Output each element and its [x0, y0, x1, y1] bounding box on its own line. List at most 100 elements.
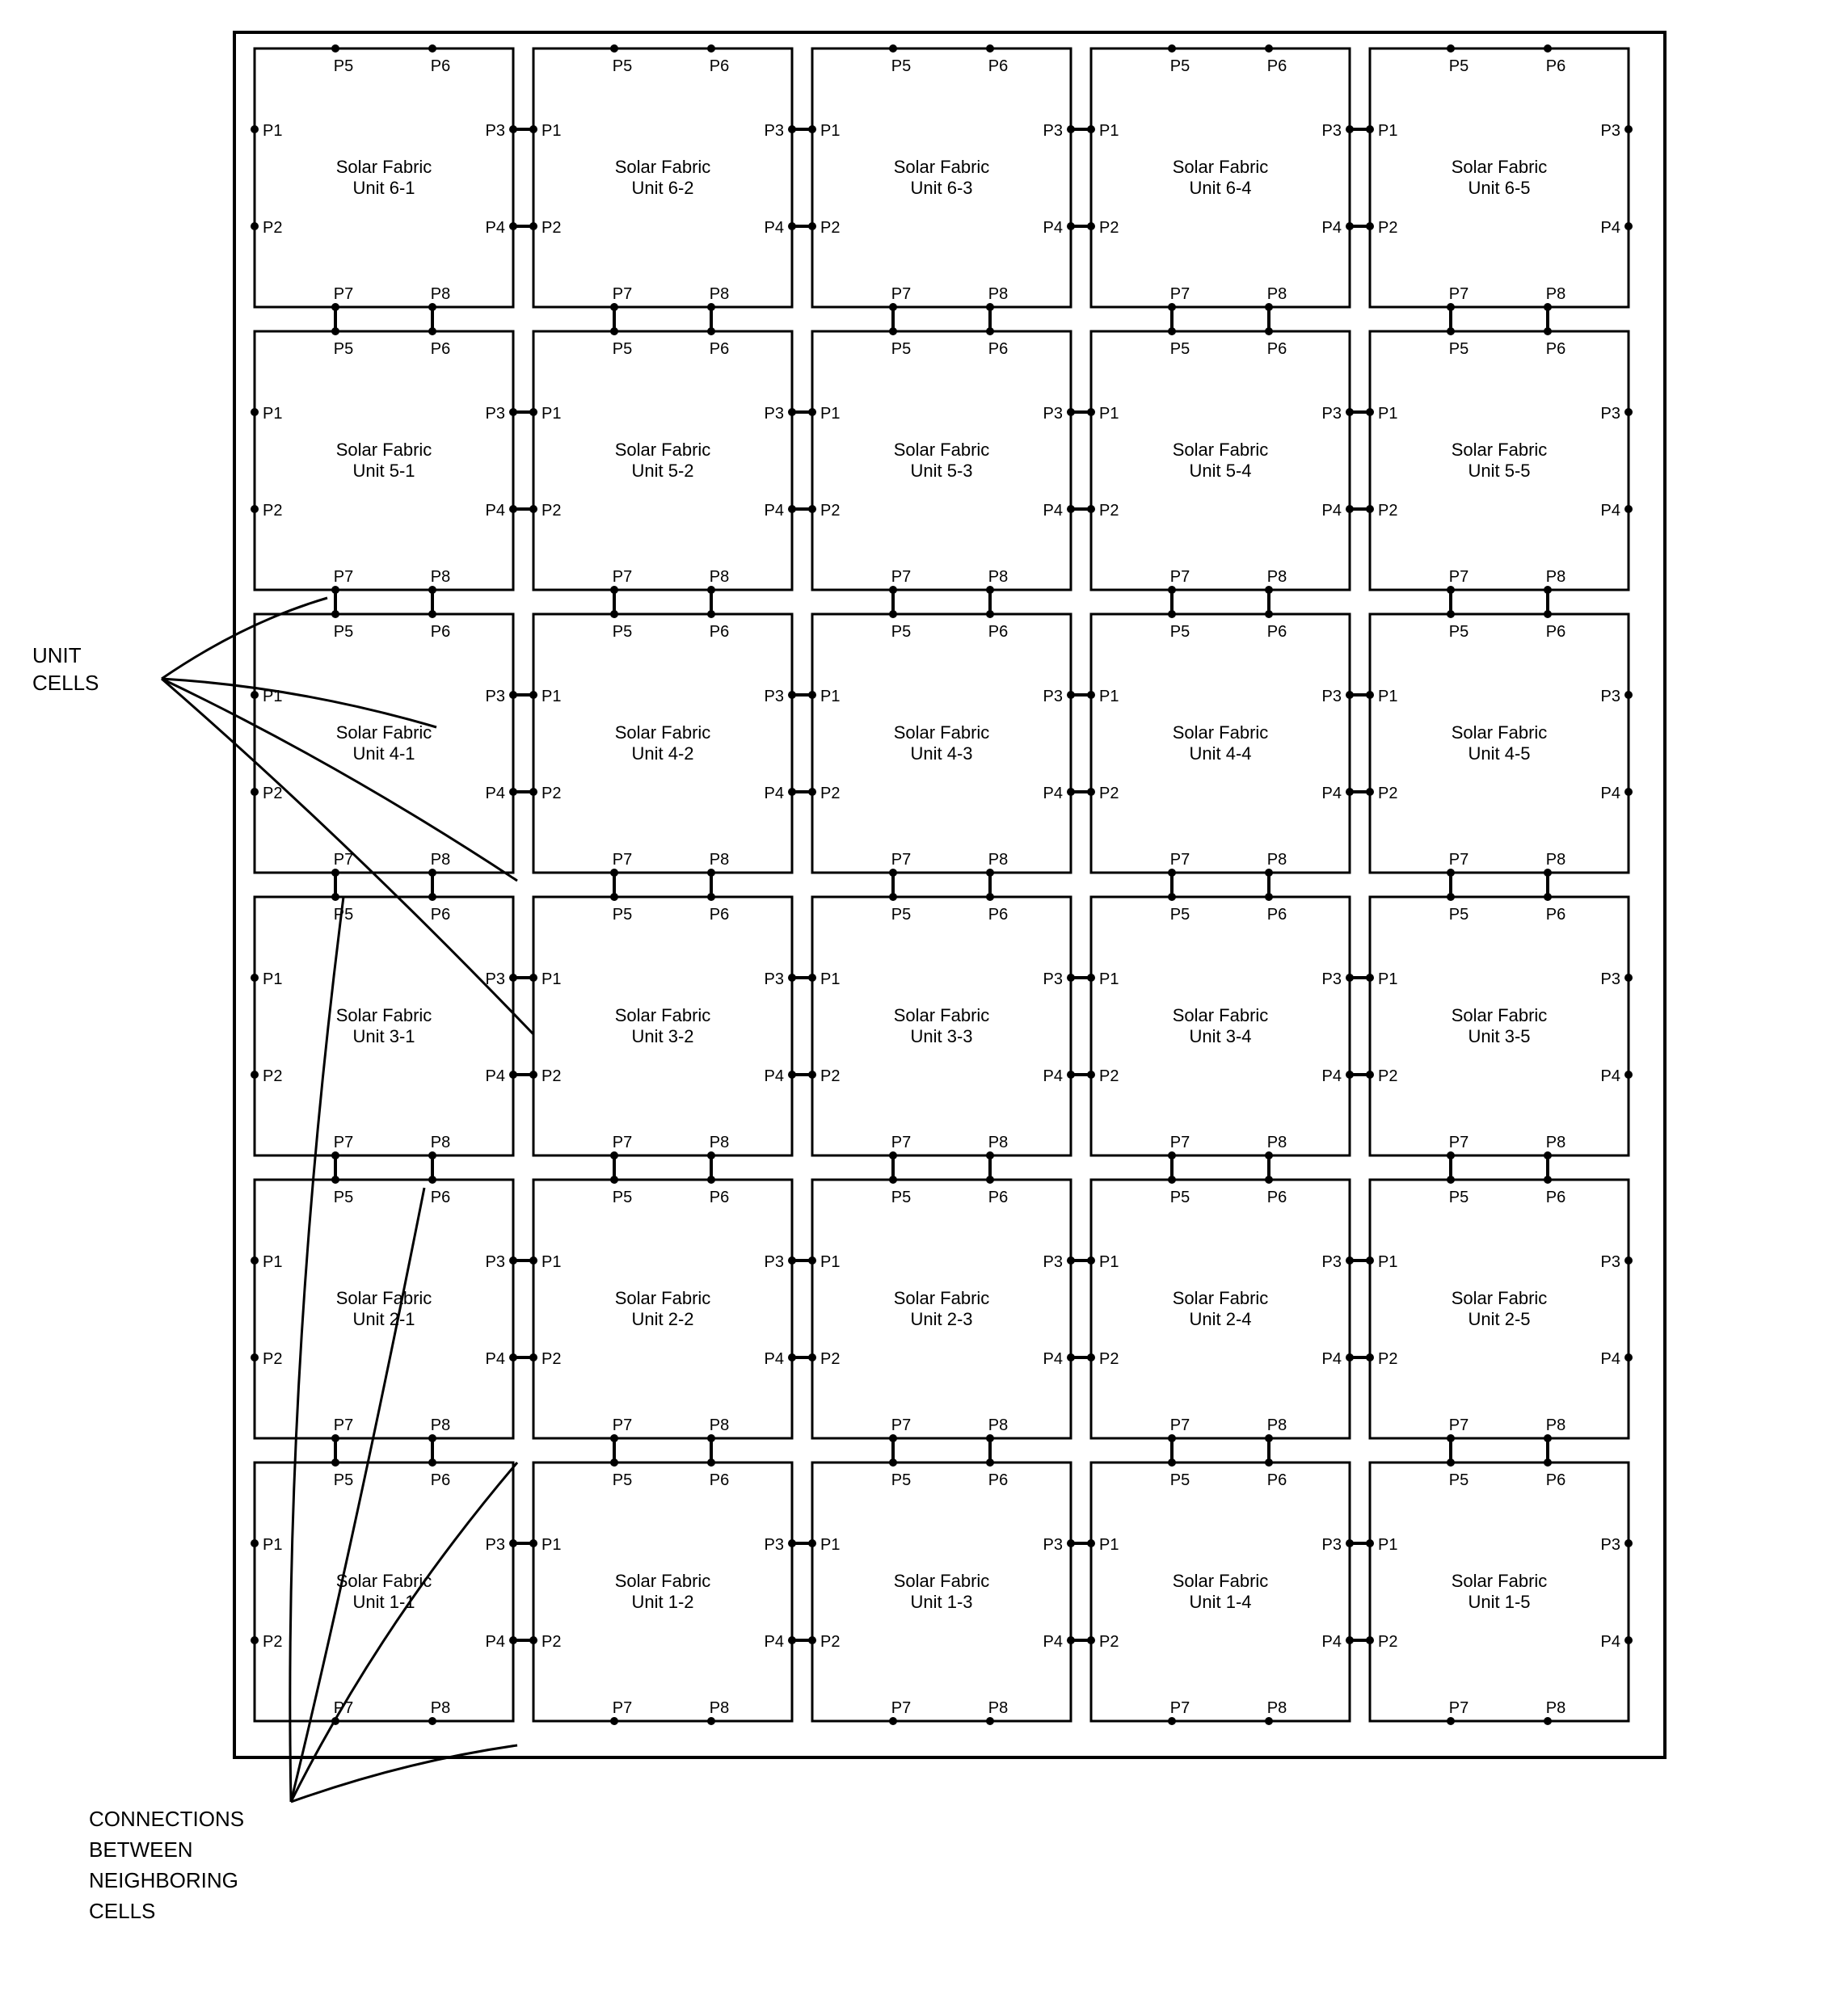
pin-P8	[707, 1717, 715, 1725]
cell-5-3: P1P2P3P4P5P6P7P8Solar FabricUnit 5-3	[808, 327, 1075, 594]
pin-label-P2: P2	[1099, 1067, 1119, 1085]
cell-label-line1: Solar Fabric	[336, 440, 432, 460]
pin-label-P4: P4	[765, 1350, 784, 1368]
cell-2-2: P1P2P3P4P5P6P7P8Solar FabricUnit 2-2	[529, 1176, 796, 1442]
pin-label-P7: P7	[891, 568, 911, 586]
pin-label-P1: P1	[820, 1253, 840, 1271]
pin-label-P3: P3	[486, 1253, 505, 1271]
pin-label-P5: P5	[1449, 57, 1469, 75]
cell-label-line2: Unit 3-5	[1468, 1026, 1530, 1046]
pin-label-P3: P3	[1043, 405, 1063, 423]
pin-label-P8: P8	[988, 851, 1008, 869]
pin-label-P6: P6	[431, 1471, 450, 1489]
cell-2-4: P1P2P3P4P5P6P7P8Solar FabricUnit 2-4	[1087, 1176, 1354, 1442]
cell-label-line2: Unit 5-4	[1189, 461, 1251, 481]
pin-label-P5: P5	[891, 623, 911, 641]
pin-label-P5: P5	[1170, 623, 1190, 641]
pin-label-P2: P2	[263, 1350, 282, 1368]
pin-label-P2: P2	[541, 1067, 561, 1085]
pin-label-P7: P7	[1170, 851, 1190, 869]
pin-P3	[1624, 125, 1633, 133]
pin-label-P6: P6	[1267, 623, 1287, 641]
pin-label-P8: P8	[431, 568, 450, 586]
pin-label-P4: P4	[1322, 502, 1342, 520]
pin-label-P6: P6	[988, 1189, 1008, 1206]
pin-label-P3: P3	[1043, 688, 1063, 705]
cell-4-4: P1P2P3P4P5P6P7P8Solar FabricUnit 4-4	[1087, 610, 1354, 877]
pin-label-P2: P2	[263, 219, 282, 237]
pin-label-P3: P3	[1322, 688, 1342, 705]
pin-label-P8: P8	[1267, 1416, 1287, 1434]
pin-label-P5: P5	[334, 906, 353, 924]
pin-P2	[251, 1071, 259, 1079]
pin-label-P1: P1	[1099, 1253, 1119, 1271]
cell-label-line1: Solar Fabric	[894, 1571, 990, 1591]
pin-label-P1: P1	[1099, 970, 1119, 988]
pin-label-P6: P6	[1267, 1189, 1287, 1206]
cell-label-line2: Unit 4-1	[352, 743, 415, 764]
pin-label-P7: P7	[334, 1699, 353, 1717]
pin-label-P5: P5	[891, 340, 911, 358]
cell-label-line2: Unit 1-5	[1468, 1592, 1530, 1612]
pin-label-P6: P6	[710, 906, 729, 924]
pin-label-P7: P7	[613, 851, 632, 869]
pin-label-P4: P4	[486, 1633, 505, 1651]
pin-label-P8: P8	[1267, 1134, 1287, 1151]
lead-unit-cells	[162, 598, 327, 679]
pin-label-P5: P5	[613, 1471, 632, 1489]
pin-label-P1: P1	[263, 405, 282, 423]
pin-label-P5: P5	[334, 57, 353, 75]
pin-label-P8: P8	[1546, 1134, 1565, 1151]
cell-label-line2: Unit 4-3	[910, 743, 972, 764]
pin-label-P3: P3	[486, 1536, 505, 1554]
pin-P3	[1624, 1256, 1633, 1265]
cell-1-5: P1P2P3P4P5P6P7P8Solar FabricUnit 1-5	[1366, 1458, 1633, 1725]
pin-label-P8: P8	[1546, 1699, 1565, 1717]
pin-label-P8: P8	[431, 1699, 450, 1717]
pin-label-P5: P5	[891, 906, 911, 924]
pin-label-P6: P6	[1546, 1471, 1565, 1489]
pin-P2	[251, 222, 259, 230]
pin-label-P1: P1	[541, 405, 561, 423]
pin-label-P3: P3	[765, 970, 784, 988]
pin-label-P4: P4	[1322, 785, 1342, 802]
pin-label-P3: P3	[1043, 1536, 1063, 1554]
pin-P3	[1624, 408, 1633, 416]
cell-label-line2: Unit 6-4	[1189, 178, 1251, 198]
pin-label-P3: P3	[765, 405, 784, 423]
pin-label-P1: P1	[541, 1536, 561, 1554]
annot-connections: CONNECTIONS	[89, 1807, 244, 1831]
pin-label-P2: P2	[541, 1633, 561, 1651]
pin-label-P3: P3	[1601, 1536, 1620, 1554]
pin-label-P4: P4	[1322, 1067, 1342, 1085]
annot-connections: BETWEEN	[89, 1837, 193, 1862]
pin-label-P7: P7	[891, 1134, 911, 1151]
pin-label-P3: P3	[1601, 405, 1620, 423]
pin-label-P6: P6	[1546, 906, 1565, 924]
pin-label-P8: P8	[1267, 285, 1287, 303]
pin-label-P5: P5	[891, 57, 911, 75]
pin-label-P2: P2	[263, 1633, 282, 1651]
cell-label-line1: Solar Fabric	[1452, 1571, 1548, 1591]
pin-label-P5: P5	[613, 906, 632, 924]
pin-label-P6: P6	[1267, 57, 1287, 75]
pin-label-P4: P4	[1043, 1067, 1063, 1085]
pin-label-P3: P3	[486, 122, 505, 140]
pin-label-P3: P3	[1601, 122, 1620, 140]
cell-4-3: P1P2P3P4P5P6P7P8Solar FabricUnit 4-3	[808, 610, 1075, 877]
pin-label-P5: P5	[334, 623, 353, 641]
pin-P2	[251, 1636, 259, 1644]
pin-label-P5: P5	[1170, 57, 1190, 75]
pin-label-P7: P7	[1449, 1699, 1469, 1717]
pin-label-P1: P1	[1099, 122, 1119, 140]
pin-label-P2: P2	[820, 1350, 840, 1368]
pin-label-P2: P2	[820, 502, 840, 520]
pin-P8	[428, 1717, 436, 1725]
pin-P3	[1624, 691, 1633, 699]
cell-6-2: P1P2P3P4P5P6P7P8Solar FabricUnit 6-2	[529, 44, 796, 311]
pin-P8	[1544, 1717, 1552, 1725]
pin-label-P1: P1	[263, 122, 282, 140]
pin-label-P2: P2	[820, 1633, 840, 1651]
pin-label-P2: P2	[541, 219, 561, 237]
cell-label-line2: Unit 6-5	[1468, 178, 1530, 198]
